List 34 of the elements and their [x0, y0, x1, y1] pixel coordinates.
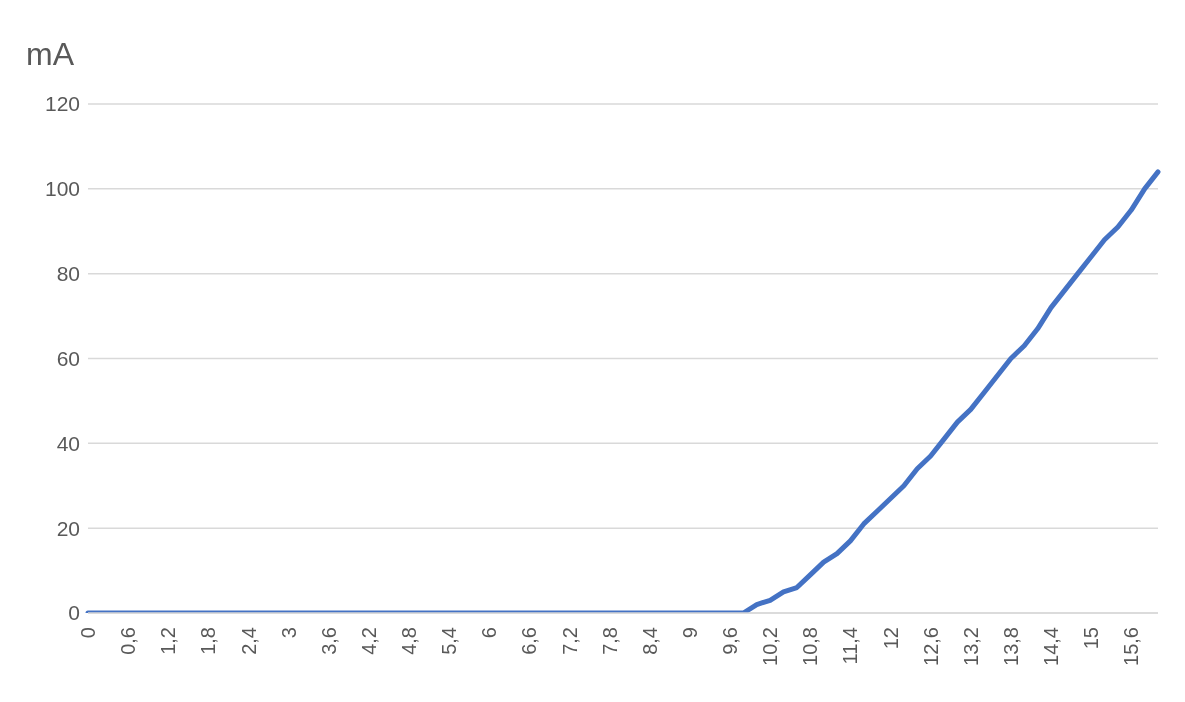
x-tick-label: 9 — [678, 627, 701, 639]
x-tick-label: 11,4 — [839, 627, 862, 665]
y-tick-label: 120 — [44, 92, 80, 116]
y-tick-label: 80 — [56, 262, 80, 286]
x-tick-label: 6 — [478, 627, 501, 639]
y-tick-label: 20 — [56, 516, 80, 540]
x-tick-label: 4,8 — [398, 627, 420, 655]
x-tick-label: 9,6 — [719, 627, 741, 655]
x-tick-label: 12,6 — [919, 627, 942, 666]
x-tick-label: 14,4 — [1040, 627, 1062, 666]
x-tick-label: 13,8 — [999, 627, 1022, 666]
x-tick-label: 10,8 — [799, 627, 822, 666]
x-tick-label: 1,8 — [197, 627, 220, 655]
y-tick-label: 60 — [56, 346, 80, 370]
x-tick-label: 10,2 — [759, 627, 782, 666]
x-tick-label: 0 — [77, 627, 99, 639]
x-tick-label: 3 — [277, 627, 300, 639]
x-tick-label: 3,6 — [317, 627, 340, 655]
x-tick-label: 12 — [879, 627, 902, 650]
x-tick-label: 0,6 — [117, 627, 140, 655]
x-tick-label: 15 — [1080, 627, 1103, 650]
y-tick-label: 100 — [44, 177, 80, 201]
x-tick-label: 7,8 — [598, 627, 621, 655]
x-tick-label: 15,6 — [1120, 627, 1143, 666]
x-tick-label: 4,2 — [357, 627, 380, 655]
y-tick-label: 40 — [56, 431, 80, 455]
x-tick-label: 6,6 — [518, 627, 541, 655]
x-tick-label: 13,2 — [959, 627, 982, 666]
x-tick-label: 5,4 — [438, 627, 461, 655]
x-tick-label: 8,4 — [638, 627, 661, 655]
x-tick-label: 1,2 — [157, 627, 180, 655]
x-tick-label: 7,2 — [558, 627, 581, 655]
y-axis-title: mA — [26, 36, 74, 73]
x-tick-label: 2,4 — [237, 627, 260, 655]
